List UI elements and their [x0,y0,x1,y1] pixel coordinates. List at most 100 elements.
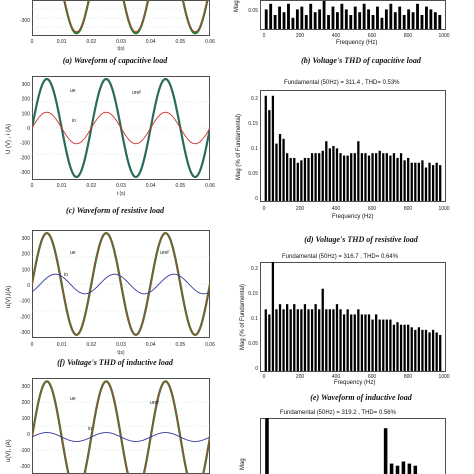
bar [349,15,353,29]
bar [291,17,295,29]
bar [357,309,360,371]
y-tick-label: 0 [27,283,30,289]
bar [389,155,392,201]
bar [421,160,424,201]
x-tick-label: 0.02 [86,342,96,348]
capacitive-waveform-chart [32,0,210,36]
bar [300,160,303,201]
caption-b: (b) Voltage's THD of capacitive load [301,56,421,65]
y-tick-label: 300 [22,384,31,390]
bar [273,15,277,29]
caption-f: (f) Voltage's THD of inductive load [57,358,173,367]
bar [346,309,349,371]
x-tick-label: 0 [263,206,266,212]
bottom-thd-panel: Fundamental (50Hz) = 319.2 , THD= 0.56% … [236,408,474,474]
y-tick-label: 0 [27,126,30,132]
bar [269,3,273,30]
bar [411,12,415,29]
bar [367,314,371,371]
bar [322,1,326,29]
x-tick-label: 800 [404,206,413,212]
x-tick-label: 0.04 [146,183,156,189]
bar [340,3,344,30]
bar [264,309,267,371]
bar [300,6,304,29]
capacitive-thd-panel: Mag 0 200 400 600 800 1000 Frequency (Hz) (b)… [234,0,474,70]
bar [321,288,324,371]
bar [346,155,349,201]
bar [264,95,267,201]
bar [282,12,286,29]
inductive-thd-panel: Fundamental (50Hz) = 316.7 , THD= 0.64% … [236,252,474,404]
bar [296,162,299,201]
bar [378,319,381,371]
bar [313,12,317,29]
x-tick-label: 0.02 [86,183,96,189]
y-tick-label: 0.1 [251,316,258,322]
bar [385,319,388,371]
bar [310,309,314,371]
bar [342,314,346,371]
bar [439,165,442,201]
y-tick-label: 0.05 [248,341,258,347]
bar [350,314,353,371]
bar [393,12,397,29]
bar [414,329,417,371]
bar [378,150,381,201]
y-tick-label: 200 [22,252,31,258]
bar [318,153,321,201]
bar [424,167,428,201]
x-tick-label: 0 [31,183,34,189]
bar [275,143,278,201]
bottom-waveform-chart [32,378,210,474]
bar [407,9,411,29]
x-tick-label: 0.05 [175,342,185,348]
bar [304,15,308,29]
x-tick-label: 0 [263,374,266,380]
y-tick-label: 0.05 [248,8,258,14]
bar [367,155,371,201]
bottom-waveform-ylabel: u(V), (A) [6,439,12,462]
caption-d: (d) Voltage's THD of resistive load [304,235,418,244]
bar [429,9,433,29]
y-tick-label: 100 [22,416,31,422]
bar [271,262,275,371]
inductive-waveform-plot [32,230,210,338]
bar [417,162,420,201]
inductive-thd-plot [260,262,446,372]
x-axis-label: t(s) [117,350,125,356]
bar [268,314,271,371]
bar [420,15,424,29]
y-tick-label: 0.15 [248,291,258,297]
bar [328,309,331,371]
bar [428,162,431,201]
y-tick-label: 200 [22,400,31,406]
bar [376,6,379,29]
bar [307,309,310,371]
bar [282,309,285,371]
bar [435,332,438,371]
bar [421,329,424,371]
bar [384,9,388,29]
bar [335,148,339,201]
x-tick-label: 0.03 [116,39,126,45]
bar [431,165,435,201]
bar [382,153,385,201]
bar [331,6,335,29]
x-tick-label: 0.01 [57,342,67,348]
bar [410,327,413,371]
bar [367,9,370,29]
x-tick-label: 0.01 [57,183,67,189]
bar [289,157,292,201]
plot-frame [260,418,446,474]
bar [325,309,328,371]
bar [353,314,356,371]
y-tick-label: 0 [255,196,258,202]
bottom-thd-plot [260,418,446,474]
capacitive-thd-chart [260,0,446,30]
bar [416,3,419,30]
bar [407,324,410,371]
y-tick-label: -100 [20,141,30,147]
resistive-waveform-chart [32,76,210,180]
x-tick-label: 1000 [438,33,449,39]
